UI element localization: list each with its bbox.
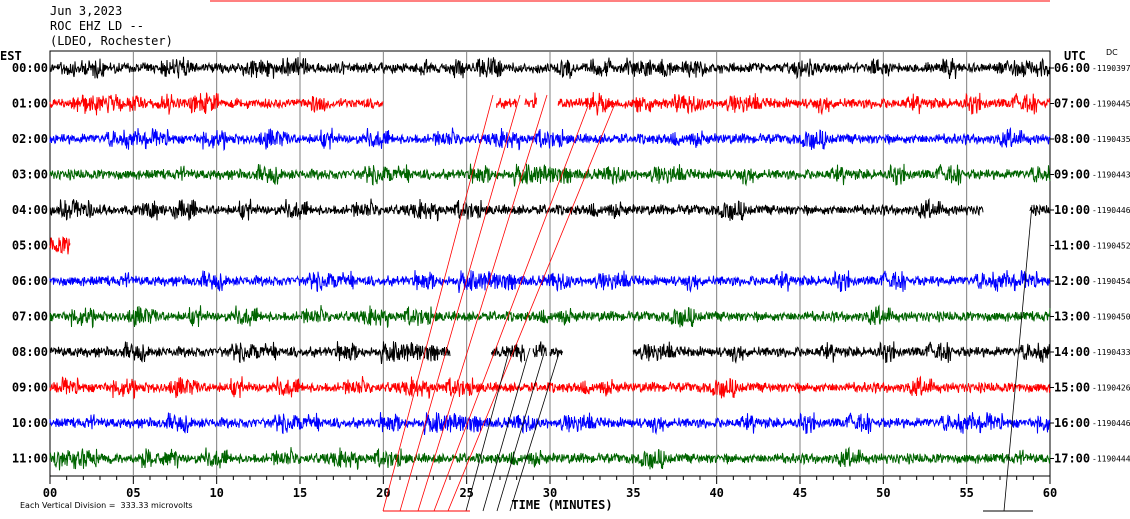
utc-hour-label: 17:00	[1054, 452, 1090, 466]
seismic-trace	[491, 343, 526, 363]
est-hour-label: 02:00	[12, 132, 48, 146]
x-tick-label: 10	[209, 486, 223, 500]
est-hour-label: 00:00	[12, 61, 48, 75]
dc-label: DC	[1106, 48, 1118, 57]
dc-offset-value: -1190444	[1092, 455, 1130, 464]
seismic-trace	[49, 304, 1051, 329]
trace-connector-line	[465, 347, 511, 512]
utc-hour-label: 09:00	[1054, 168, 1090, 182]
x-tick-label: 15	[293, 486, 307, 500]
seismic-trace	[49, 56, 1051, 80]
x-tick-label: 05	[126, 486, 140, 500]
seismic-trace	[496, 97, 518, 109]
dc-offset-value: -1190426	[1092, 384, 1130, 393]
est-hour-label: 09:00	[12, 381, 48, 395]
trace-connector-line	[509, 349, 561, 512]
trace-connector-line	[417, 94, 548, 512]
dc-offset-value: -1190435	[1092, 135, 1130, 144]
seismic-trace	[632, 341, 1050, 365]
est-hour-label: 06:00	[12, 274, 48, 288]
header-network: (LDEO, Rochester)	[50, 34, 173, 48]
x-tick-label: 45	[793, 486, 807, 500]
utc-hour-label: 16:00	[1054, 416, 1090, 430]
seismic-trace	[49, 126, 1051, 152]
trace-connector-line	[433, 105, 589, 512]
x-tick-label: 55	[959, 486, 973, 500]
dc-offset-value: -1190446	[1092, 206, 1130, 215]
seismic-trace	[49, 92, 384, 116]
x-tick-label: 35	[626, 486, 640, 500]
utc-hour-label: 10:00	[1054, 203, 1090, 217]
header-date: Jun 3,2023	[50, 4, 123, 18]
x-tick-label: 40	[709, 486, 723, 500]
seismic-trace	[49, 446, 1051, 471]
utc-hour-label: 15:00	[1054, 381, 1090, 395]
trace-connector-line	[1003, 204, 1033, 512]
seismic-trace	[49, 412, 1051, 436]
utc-hour-label: 06:00	[1054, 61, 1090, 75]
seismic-trace	[1029, 203, 1051, 217]
dc-offset-value: -1190397	[1092, 64, 1130, 73]
x-tick-label: 20	[376, 486, 390, 500]
dc-offset-value: -1190450	[1092, 313, 1130, 322]
seismic-trace	[532, 341, 547, 358]
est-hour-label: 08:00	[12, 345, 48, 359]
dc-offset-value: -1190445	[1092, 100, 1130, 109]
utc-hour-label: 14:00	[1054, 345, 1090, 359]
seismic-trace	[49, 341, 451, 364]
utc-hour-label: 11:00	[1054, 239, 1090, 253]
seismic-trace	[49, 270, 1051, 294]
footer-note: Each Vertical Division = 333.33 microvol…	[20, 501, 193, 510]
seismic-trace	[49, 163, 1051, 187]
header-station: ROC EHZ LD --	[50, 19, 144, 33]
utc-hour-label: 08:00	[1054, 132, 1090, 146]
utc-hour-label: 12:00	[1054, 274, 1090, 288]
x-tick-label: 30	[543, 486, 557, 500]
dc-offset-value: -1190446	[1092, 419, 1130, 428]
est-hour-label: 10:00	[12, 416, 48, 430]
est-hour-label: 04:00	[12, 203, 48, 217]
dc-offset-value: -1190454	[1092, 277, 1130, 286]
est-hour-label: 01:00	[12, 97, 48, 111]
x-tick-label: 25	[459, 486, 473, 500]
seismic-trace	[557, 92, 1051, 116]
seismic-trace	[524, 92, 537, 108]
utc-hour-label: 13:00	[1054, 310, 1090, 324]
trace-connector-line	[496, 349, 546, 512]
utc-hour-label: 07:00	[1054, 97, 1090, 111]
seismic-trace	[549, 347, 564, 358]
est-hour-label: 07:00	[12, 310, 48, 324]
dc-offset-value: -1190443	[1092, 171, 1130, 180]
est-hour-label: 11:00	[12, 452, 48, 466]
trace-connector-line	[399, 94, 521, 512]
seismic-trace	[49, 236, 71, 255]
seismic-trace	[49, 375, 1051, 400]
trace-connector-line	[447, 105, 615, 512]
left-timezone-label: EST	[0, 49, 22, 63]
seismic-trace	[49, 197, 984, 222]
trace-connector-line	[382, 94, 494, 512]
est-hour-label: 05:00	[12, 239, 48, 253]
dc-offset-value: -1190452	[1092, 242, 1130, 251]
dc-offset-value: -1190433	[1092, 348, 1130, 357]
trace-connector-line	[482, 347, 531, 512]
right-timezone-label: UTC	[1064, 49, 1086, 63]
x-tick-label: 50	[876, 486, 890, 500]
est-hour-label: 03:00	[12, 168, 48, 182]
x-tick-label: 00	[43, 486, 57, 500]
x-tick-label: 60	[1043, 486, 1057, 500]
x-axis-label: TIME (MINUTES)	[511, 498, 612, 512]
